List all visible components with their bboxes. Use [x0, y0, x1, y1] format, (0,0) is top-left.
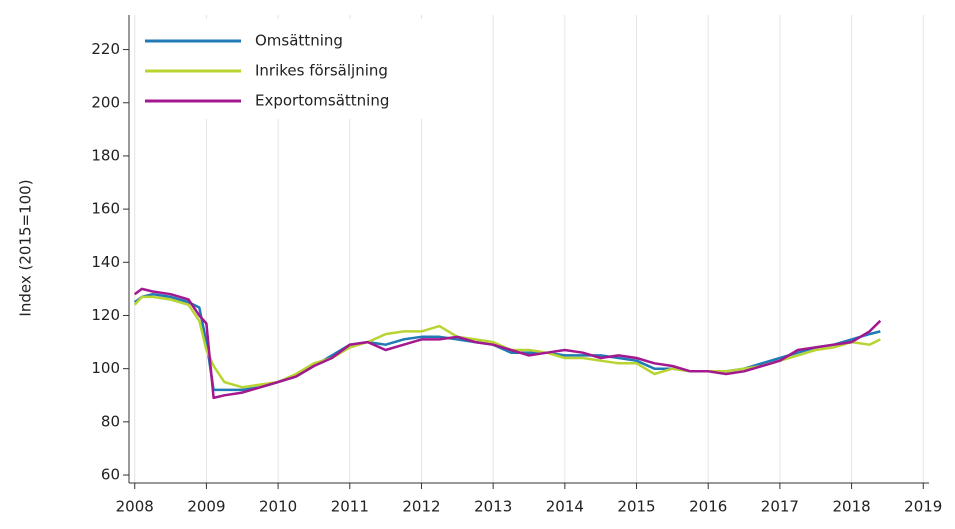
x-tick-label: 2015 — [617, 498, 655, 516]
y-tick-label: 220 — [91, 40, 120, 58]
x-tick-label: 2009 — [187, 498, 225, 516]
y-tick-label: 80 — [101, 412, 120, 430]
y-tick-label: 180 — [91, 146, 120, 164]
y-axis-label: Index (2015=100) — [17, 179, 35, 316]
y-tick-label: 200 — [91, 93, 120, 111]
legend-label: Inrikes försäljning — [255, 62, 388, 80]
x-tick-label: 2018 — [832, 498, 870, 516]
y-tick-label: 60 — [101, 466, 120, 484]
x-tick-label: 2013 — [474, 498, 512, 516]
x-tick-label: 2014 — [546, 498, 584, 516]
series-line — [133, 295, 881, 389]
x-tick-label: 2017 — [761, 498, 799, 516]
y-tick-label: 160 — [91, 200, 120, 218]
y-tick-label: 100 — [91, 359, 120, 377]
x-tick-label: 2011 — [331, 498, 369, 516]
x-tick-label: 2012 — [402, 498, 440, 516]
legend-label: Exportomsättning — [255, 92, 389, 110]
series-line — [133, 287, 882, 400]
legend-label: Omsättning — [255, 32, 343, 50]
x-tick-label: 2016 — [689, 498, 727, 516]
x-tick-label: 2010 — [259, 498, 297, 516]
x-tick-label: 2019 — [904, 498, 942, 516]
y-tick-label: 140 — [91, 253, 120, 271]
x-tick-label: 2008 — [116, 498, 154, 516]
series-line — [133, 292, 881, 392]
y-tick-label: 120 — [91, 306, 120, 324]
